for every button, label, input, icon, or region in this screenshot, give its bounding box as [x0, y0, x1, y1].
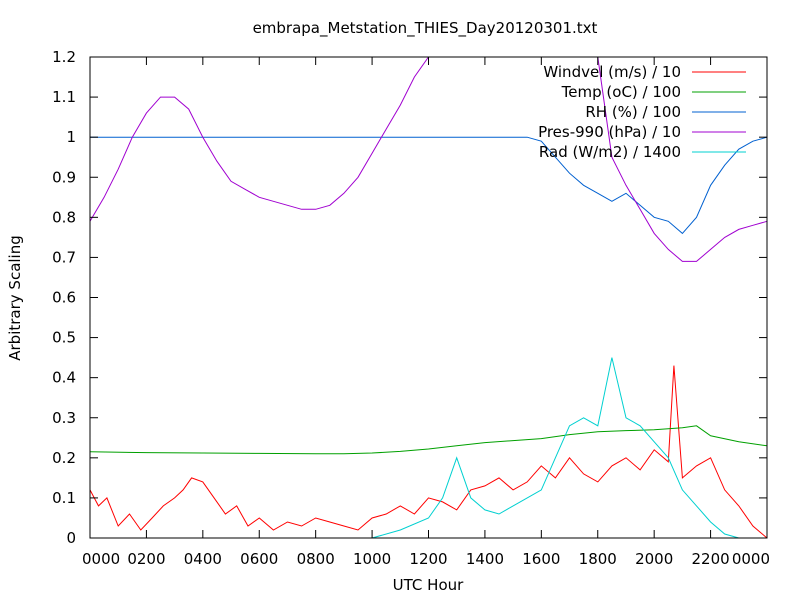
- x-tick-label: 0600: [240, 550, 278, 568]
- x-tick-label: 1600: [522, 550, 560, 568]
- x-tick-label: 2200: [691, 550, 729, 568]
- legend: Windvel (m/s) / 10 Temp (oC) / 100 RH (%) …: [538, 63, 746, 161]
- x-tick-label: 0000: [82, 550, 120, 568]
- y-tick-label: 0.5: [52, 329, 76, 347]
- x-tick-label: 0800: [297, 550, 335, 568]
- legend-label-5: Rad (W/m2) / 1400: [539, 143, 681, 161]
- series-layer: [89, 56, 768, 539]
- y-tick-label: 0.6: [52, 289, 76, 307]
- x-tick-label: 2000: [635, 550, 673, 568]
- x-tick-label: 1200: [409, 550, 447, 568]
- series-line-2: [89, 425, 768, 455]
- y-tick-label: 0: [66, 529, 76, 547]
- series-line-4: [89, 56, 768, 262]
- y-tick-label: 0.4: [52, 369, 76, 387]
- y-tick-label: 0.1: [52, 489, 76, 507]
- y-tick-label: 1.2: [52, 48, 76, 66]
- x-axis-label: UTC Hour: [393, 576, 464, 594]
- series-line-3: [90, 136, 768, 235]
- chart-title: embrapa_Metstation_THIES_Day20120301.txt: [253, 19, 598, 38]
- y-axis-label: Arbitrary Scaling: [6, 235, 24, 361]
- y-axis: 0 0.1 0.2 0.3 0.4 0.5 0.6 0.7 0.8 0.9 1 1.1 1.2: [52, 48, 767, 547]
- legend-label-4: Pres-990 (hPa) / 10: [538, 123, 681, 141]
- y-tick-label: 1.1: [52, 88, 76, 106]
- series-line-5: [371, 357, 739, 539]
- series-line-1: [89, 365, 768, 539]
- y-tick-label: 0.8: [52, 208, 76, 226]
- x-tick-label: 0200: [127, 550, 165, 568]
- x-tick-label: 0400: [184, 550, 222, 568]
- y-tick-label: 0.9: [52, 168, 76, 186]
- y-tick-label: 0.7: [52, 248, 76, 266]
- legend-label-3: RH (%) / 100: [585, 103, 681, 121]
- x-tick-label: 1400: [466, 550, 504, 568]
- y-tick-label: 0.3: [52, 409, 76, 427]
- y-tick-label: 1: [66, 128, 76, 146]
- legend-label-1: Windvel (m/s) / 10: [543, 63, 681, 81]
- y-tick-label: 0.2: [52, 449, 76, 467]
- x-tick-label: 1000: [353, 550, 391, 568]
- x-tick-label: 0000: [732, 550, 770, 568]
- x-axis: 0000 0200 0400 0600 0800 1000 1200 1400 1600 1800…: [82, 57, 770, 568]
- legend-label-2: Temp (oC) / 100: [561, 83, 681, 101]
- x-tick-label: 1800: [579, 550, 617, 568]
